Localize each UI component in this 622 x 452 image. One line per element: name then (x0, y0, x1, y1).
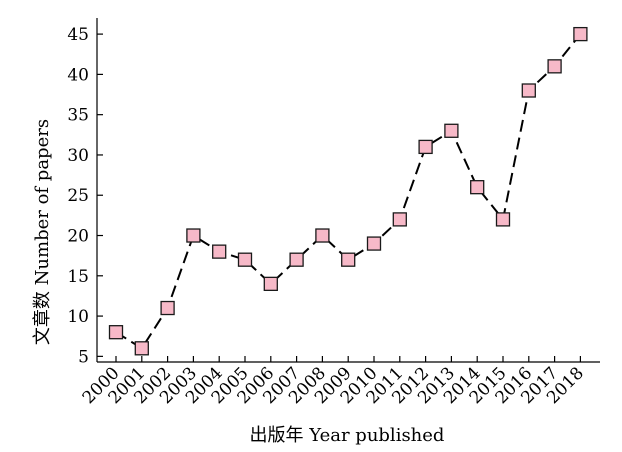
data-point (212, 244, 227, 259)
y-axis-ticks: 5 10 15 20 25 30 35 40 45 (67, 25, 103, 367)
data-point (418, 139, 433, 155)
y-tick-label: 10 (67, 307, 89, 327)
y-tick-label: 25 (67, 186, 89, 206)
data-point (521, 83, 536, 98)
y-tick-label: 20 (67, 227, 89, 247)
data-point (263, 276, 278, 292)
data-point (108, 325, 124, 340)
data-point (315, 228, 330, 243)
y-axis-title: 文章数 Number of papers (32, 119, 53, 345)
data-point (186, 228, 201, 243)
data-point (444, 123, 459, 138)
data-point (366, 236, 382, 251)
data-point (237, 252, 253, 267)
data-point (289, 252, 304, 267)
data-point (573, 26, 588, 42)
data-point (470, 180, 485, 195)
y-tick-label: 30 (67, 146, 89, 166)
y-tick-label: 45 (67, 25, 89, 45)
y-tick-label: 5 (78, 347, 89, 367)
data-point (495, 212, 511, 227)
data-points (108, 26, 588, 356)
data-point (547, 59, 562, 74)
x-axis-title: 出版年 Year published (250, 425, 445, 446)
y-tick-label: 40 (67, 65, 89, 85)
y-tick-label: 15 (67, 267, 89, 287)
data-point (134, 341, 149, 356)
data-point (341, 252, 356, 267)
data-point (160, 300, 175, 316)
data-point (392, 212, 407, 227)
x-axis-ticks: 2000200120022003200420052006200720082009… (79, 356, 588, 408)
series-line (115, 33, 582, 350)
y-tick-label: 35 (67, 106, 89, 126)
